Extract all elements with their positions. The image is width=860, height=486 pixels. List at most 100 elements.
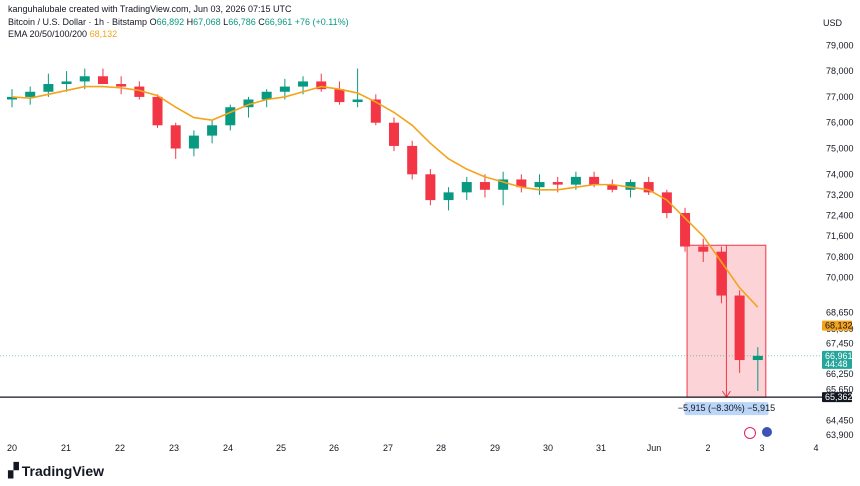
candle-body bbox=[134, 86, 145, 97]
x-tick-label: 30 bbox=[543, 443, 553, 453]
tradingview-logo-icon: ▞ bbox=[8, 462, 19, 478]
support-badge-bg bbox=[822, 392, 852, 403]
y-tick-label: 74,000 bbox=[826, 169, 854, 179]
flag-icon[interactable] bbox=[762, 427, 772, 437]
x-tick-label: 26 bbox=[329, 443, 339, 453]
y-tick-label: 70,000 bbox=[826, 272, 854, 282]
price-badge-bg bbox=[822, 350, 852, 369]
candle-body bbox=[279, 86, 290, 92]
candle-body bbox=[443, 192, 454, 201]
candle-body bbox=[388, 122, 400, 146]
y-tick-label: 73,200 bbox=[826, 190, 854, 200]
candle-body bbox=[170, 125, 181, 149]
candle-body bbox=[680, 212, 691, 247]
x-tick-label: 22 bbox=[115, 443, 125, 453]
candle-body bbox=[425, 174, 436, 201]
y-tick-label: 78,000 bbox=[826, 66, 854, 76]
ema-value: 68,132 bbox=[89, 29, 118, 39]
candle-body bbox=[625, 182, 636, 190]
x-tick-label: 23 bbox=[169, 443, 179, 453]
ohlc-open-label: O bbox=[149, 17, 157, 27]
ohlc-low-label: L bbox=[223, 17, 229, 27]
ohlc-high-label: H bbox=[186, 17, 194, 27]
y-tick-label: 77,000 bbox=[826, 92, 854, 102]
y-tick-label: 65,650 bbox=[826, 385, 854, 395]
measure-label-bg bbox=[684, 402, 769, 416]
candle-body bbox=[298, 81, 309, 87]
ohlc-open: 66,892 bbox=[156, 17, 185, 27]
ohlc-low: 66,786 bbox=[228, 17, 256, 27]
ohlc-high: 67,068 bbox=[193, 17, 221, 27]
ema-badge-bg bbox=[822, 320, 852, 331]
candle-body bbox=[79, 76, 90, 82]
y-tick-label: 76,000 bbox=[826, 118, 854, 128]
x-tick-label: 27 bbox=[383, 443, 393, 453]
currency-label: USD bbox=[822, 18, 842, 28]
x-tick-label: 24 bbox=[223, 443, 233, 453]
candle-body bbox=[188, 135, 199, 149]
y-tick-label: 71,600 bbox=[826, 231, 854, 241]
x-tick-label: 29 bbox=[490, 443, 500, 453]
candle-body bbox=[207, 125, 218, 136]
y-tick-label: 64,450 bbox=[826, 416, 854, 426]
candle-body bbox=[461, 182, 472, 193]
author-line: kanguhalubale created with TradingView.c… bbox=[8, 4, 292, 14]
tradingview-logo[interactable]: ▞ TradingView bbox=[8, 462, 104, 479]
x-tick-label: 4 bbox=[813, 443, 818, 453]
measure-label: −5,915 (−8.30%) −5,915 bbox=[678, 403, 775, 413]
x-tick-label: 2 bbox=[705, 443, 710, 453]
ema-row: EMA 20/50/100/200 68,132 bbox=[8, 28, 349, 40]
candle-body bbox=[25, 91, 36, 97]
y-tick-label: 72,400 bbox=[826, 211, 854, 221]
x-tick-label: 31 bbox=[596, 443, 606, 453]
y-tick-label: 66,250 bbox=[826, 369, 854, 379]
ohlc-close: 66,961 bbox=[264, 17, 293, 27]
ohlc-change: +76 (+0.11%) bbox=[294, 17, 349, 27]
y-tick-label: 63,900 bbox=[826, 430, 854, 440]
candle-body bbox=[734, 295, 745, 361]
candle-body bbox=[225, 107, 236, 126]
candle-body bbox=[352, 99, 363, 103]
ema-badge: 68,132 bbox=[825, 321, 853, 331]
y-tick-label: 68,650 bbox=[826, 307, 854, 317]
candle-body bbox=[43, 84, 54, 92]
candle-body bbox=[661, 192, 672, 213]
x-tick-label: Jun bbox=[647, 443, 662, 453]
x-tick-label: 25 bbox=[276, 443, 286, 453]
x-tick-label: 20 bbox=[7, 443, 17, 453]
candle-body bbox=[479, 182, 490, 190]
x-tick-label: 28 bbox=[436, 443, 446, 453]
y-tick-label: 75,000 bbox=[826, 144, 854, 154]
candle-body bbox=[498, 179, 509, 190]
price-badge-sub: 44:48 bbox=[825, 359, 848, 369]
candle-body bbox=[570, 176, 581, 185]
candle-body bbox=[516, 179, 527, 188]
candle-body bbox=[643, 182, 654, 193]
candle-body bbox=[116, 84, 127, 87]
candle-body bbox=[61, 81, 72, 85]
candle-body bbox=[261, 91, 272, 100]
symbol-name[interactable]: Bitcoin / U.S. Dollar · 1h · Bitstamp bbox=[8, 17, 148, 27]
support-badge: 65,362 bbox=[825, 392, 853, 402]
candle-body bbox=[243, 99, 254, 108]
candle-body bbox=[698, 246, 709, 252]
candle-body bbox=[152, 96, 163, 126]
ema-line bbox=[11, 85, 759, 308]
y-tick-label: 67,450 bbox=[826, 338, 854, 348]
settings-icon[interactable] bbox=[744, 427, 756, 439]
candle-body bbox=[752, 355, 763, 361]
candle-body bbox=[607, 184, 618, 190]
chart-legend: Bitcoin / U.S. Dollar · 1h · Bitstamp O6… bbox=[8, 16, 349, 40]
ema-label[interactable]: EMA 20/50/100/200 bbox=[8, 29, 88, 39]
candle-body bbox=[316, 81, 327, 90]
x-tick-label: 3 bbox=[759, 443, 764, 453]
candle-body bbox=[534, 182, 545, 188]
candle-body bbox=[589, 176, 600, 185]
candle-body bbox=[552, 182, 563, 185]
candle-body bbox=[334, 89, 345, 103]
price-badge: 66,961 bbox=[825, 351, 853, 361]
bottom-icons bbox=[744, 427, 772, 439]
symbol-row: Bitcoin / U.S. Dollar · 1h · Bitstamp O6… bbox=[8, 16, 349, 28]
x-tick-label: 21 bbox=[61, 443, 71, 453]
